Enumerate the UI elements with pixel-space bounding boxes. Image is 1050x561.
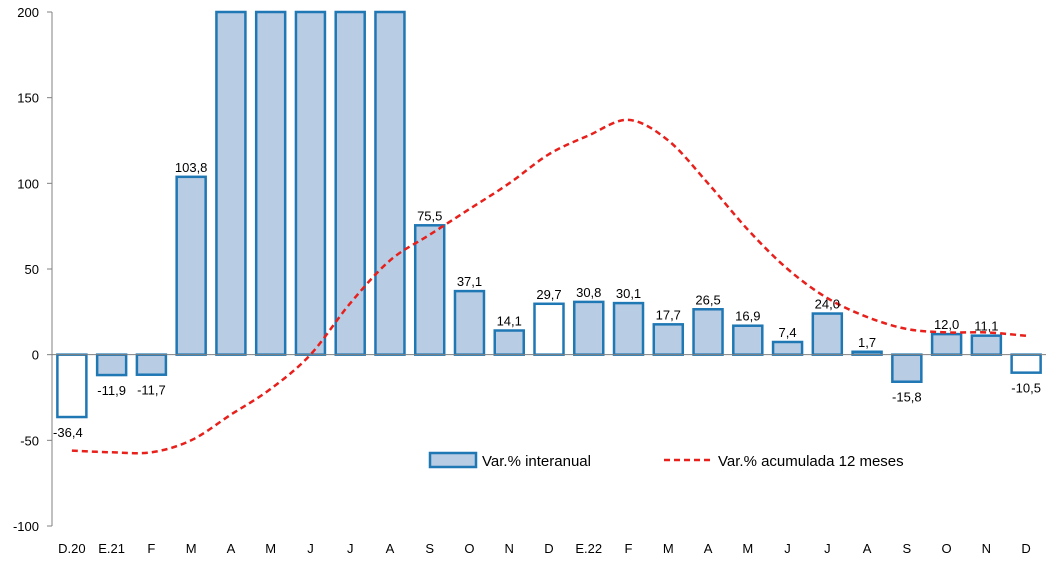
x-tick-label: J xyxy=(784,541,791,556)
bar xyxy=(56,353,88,419)
x-tick-label: O xyxy=(942,541,952,556)
data-label: 75,5 xyxy=(417,208,442,223)
legend: Var.% interanual Var.% acumulada 12 mese… xyxy=(428,451,904,470)
x-tick-label: F xyxy=(147,541,155,556)
x-tick-label: D xyxy=(1021,541,1030,556)
bar xyxy=(175,175,207,356)
data-label: 12,0 xyxy=(934,317,959,332)
data-label: 103,8 xyxy=(175,160,208,175)
bar xyxy=(135,353,168,376)
bar xyxy=(215,10,247,356)
legend-swatch-bar xyxy=(428,451,478,469)
x-tick-label: N xyxy=(505,541,514,556)
x-tick-label: S xyxy=(425,541,434,556)
x-tick-label: D xyxy=(544,541,553,556)
data-label: 1,7 xyxy=(858,335,876,350)
y-tick-label: -50 xyxy=(20,433,39,448)
x-tick-label: A xyxy=(227,541,236,556)
data-label: 14,1 xyxy=(497,314,522,329)
data-label: -15,8 xyxy=(892,390,922,405)
x-tick-label: E.21 xyxy=(98,541,125,556)
bars-series xyxy=(56,10,1042,419)
y-tick-label: 200 xyxy=(17,5,39,20)
x-tick-label: N xyxy=(982,541,991,556)
bar xyxy=(453,289,486,356)
y-tick-label: -100 xyxy=(13,519,39,534)
bar xyxy=(413,224,446,356)
x-tick-label: M xyxy=(265,541,276,556)
bar xyxy=(811,312,844,356)
bar xyxy=(692,308,724,356)
data-label: 17,7 xyxy=(656,307,681,322)
data-label: 26,5 xyxy=(695,292,720,307)
x-tick-label: M xyxy=(742,541,753,556)
x-tick-label: A xyxy=(863,541,872,556)
x-tick-label: J xyxy=(824,541,831,556)
x-tick-label: D.20 xyxy=(58,541,85,556)
x-tick-label: M xyxy=(663,541,674,556)
data-labels: -36,4 -11,9 -11,7 103,8 75,5 37,1 14,1 29,7 30,8… xyxy=(53,160,1041,440)
data-label: -11,7 xyxy=(137,383,166,398)
data-label: 29,7 xyxy=(536,287,561,302)
x-tick-label: S xyxy=(903,541,912,556)
bar xyxy=(95,353,128,377)
legend-label-bar: Var.% interanual xyxy=(482,453,591,470)
data-label: 24,0 xyxy=(815,297,840,312)
x-tick-label: A xyxy=(386,541,395,556)
bar xyxy=(254,10,287,356)
line-series xyxy=(71,118,1027,455)
bar xyxy=(374,10,406,356)
y-tick-label: 150 xyxy=(17,91,39,106)
data-label: 37,1 xyxy=(457,274,482,289)
y-axis: 200 150 100 50 0 -50 -100 xyxy=(13,5,53,534)
x-tick-label: O xyxy=(464,541,474,556)
bar xyxy=(732,324,764,356)
data-label: 7,4 xyxy=(779,325,797,340)
data-label: 30,1 xyxy=(616,286,641,301)
data-label: -36,4 xyxy=(53,425,83,440)
y-tick-label: 0 xyxy=(32,348,39,363)
data-label: 30,8 xyxy=(576,285,601,300)
bar xyxy=(533,302,565,356)
bar xyxy=(294,10,327,356)
x-tick-label: A xyxy=(704,541,713,556)
data-label: 16,9 xyxy=(735,309,760,324)
bar xyxy=(1010,353,1042,374)
bar xyxy=(930,332,963,356)
x-tick-labels: D.20 E.21 F M A M J J A S O N D E.22 F M A M J J A S O N D xyxy=(58,541,1031,556)
legend-label-line: Var.% acumulada 12 meses xyxy=(718,453,904,470)
x-tick-label: F xyxy=(625,541,633,556)
x-tick-label: M xyxy=(186,541,197,556)
bar xyxy=(493,329,525,356)
data-label: 11,1 xyxy=(974,319,998,334)
bar xyxy=(771,340,804,356)
y-tick-label: 100 xyxy=(17,176,39,191)
bar xyxy=(970,334,1003,356)
data-label: -11,9 xyxy=(97,383,126,398)
data-label: -10,5 xyxy=(1011,381,1041,396)
x-tick-label: J xyxy=(307,541,314,556)
bar xyxy=(334,10,366,356)
y-tick-label: 50 xyxy=(25,262,39,277)
bar xyxy=(891,353,923,383)
line-series-path xyxy=(71,118,1027,455)
x-tick-label: J xyxy=(347,541,354,556)
x-tick-label: E.22 xyxy=(575,541,602,556)
bar xyxy=(612,301,645,356)
bar xyxy=(573,300,605,356)
bar xyxy=(652,323,685,356)
